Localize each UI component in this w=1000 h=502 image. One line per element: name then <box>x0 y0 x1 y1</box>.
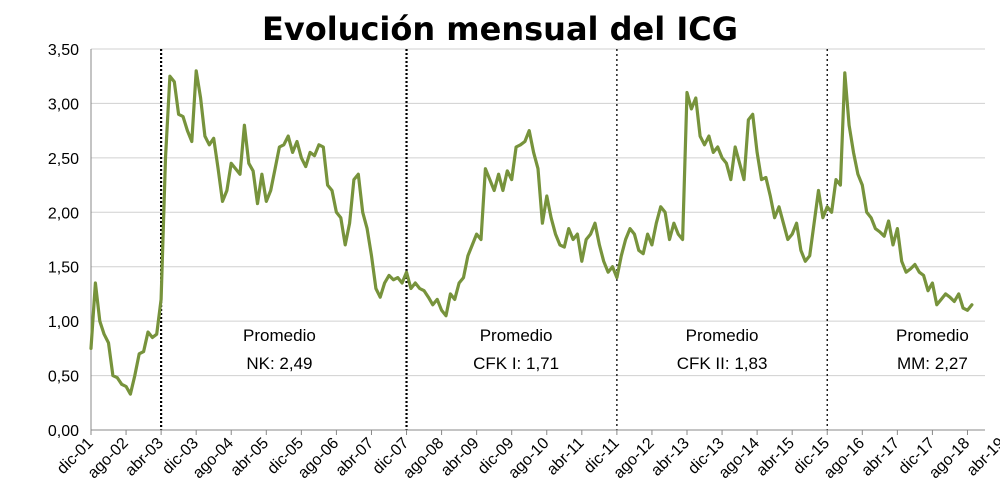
y-tick-label: 0,50 <box>48 369 79 386</box>
period-label-value: CFK II: 1,83 <box>677 354 768 373</box>
x-tick-label: abr-09 <box>438 435 483 480</box>
series-line-icg <box>89 69 974 396</box>
period-label-title: Promedio <box>896 326 969 345</box>
chart-title: Evolución mensual del ICG <box>262 10 738 48</box>
y-tick-label: 0,00 <box>48 423 79 440</box>
period-label-title: Promedio <box>686 326 759 345</box>
x-tick-label: abr-17 <box>858 435 903 480</box>
period-label-value: NK: 2,49 <box>246 354 312 373</box>
period-label-value: CFK I: 1,71 <box>473 354 559 373</box>
x-tick-label: abr-13 <box>648 435 693 480</box>
period-label-value: MM: 2,27 <box>897 354 968 373</box>
x-tick-labels: dic-01ago-02abr-03dic-03ago-04abr-05dic-… <box>54 435 1000 482</box>
y-tick-labels: 0,00 0,50 1,00 1,50 2,00 2,50 3,00 3,50 <box>48 42 79 440</box>
y-tick-label: 1,00 <box>48 314 79 331</box>
y-tick-label: 2,50 <box>48 151 79 168</box>
y-tick-label: 3,00 <box>48 96 79 113</box>
x-tick-label: abr-05 <box>227 435 272 480</box>
y-tick-label: 3,50 <box>48 42 79 59</box>
period-label-title: Promedio <box>480 326 553 345</box>
x-tick-label: abr-11 <box>544 435 588 479</box>
period-label-title: Promedio <box>243 326 316 345</box>
y-tick-label: 1,50 <box>48 260 79 277</box>
x-tick-label: abr-15 <box>753 435 798 480</box>
x-tick-label: abr-07 <box>333 435 378 480</box>
axes <box>90 49 985 435</box>
x-tick-label: abr-19 <box>964 435 1000 480</box>
period-labels: Promedio NK: 2,49 Promedio CFK I: 1,71 Prome… <box>243 326 969 373</box>
y-tick-label: 2,00 <box>48 205 79 222</box>
x-tick-label: abr-03 <box>122 435 167 480</box>
period-dividers <box>160 49 828 430</box>
series <box>89 69 974 396</box>
